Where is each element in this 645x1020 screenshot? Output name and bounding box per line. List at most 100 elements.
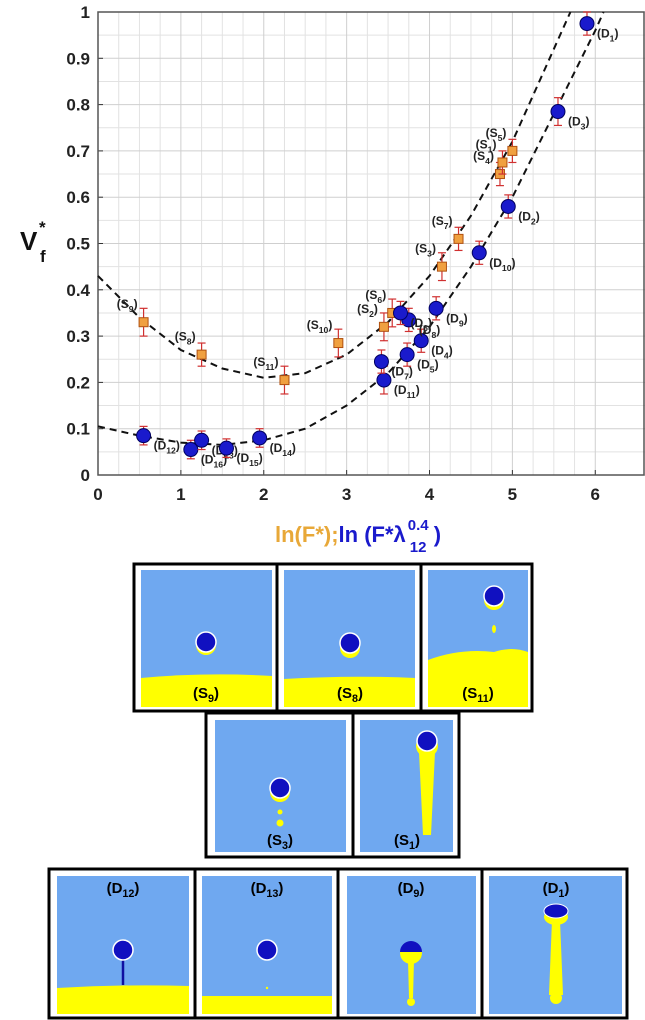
label-text: ) — [292, 441, 296, 455]
pool — [202, 996, 332, 1014]
point-label: (S9) — [193, 685, 219, 705]
point-label: (D16) — [201, 453, 227, 470]
point-label: (D12) — [154, 439, 180, 456]
label-text: ) — [614, 27, 618, 41]
point-label: (D3) — [568, 115, 589, 132]
point-label: (S8) — [175, 330, 196, 347]
data-point — [399, 347, 415, 363]
label-subscript: 3 — [581, 122, 586, 132]
point-label: (D9) — [446, 311, 467, 328]
point-label: (S1) — [476, 137, 497, 154]
y-tick-label: 0.4 — [66, 281, 90, 300]
y-tick-label: 0.7 — [66, 142, 90, 161]
droplet — [483, 585, 505, 607]
label-subscript: 5 — [430, 365, 435, 375]
pool — [57, 985, 189, 1014]
label-text: ) — [134, 880, 139, 897]
data-point — [579, 16, 595, 32]
point-label: (D1) — [543, 880, 570, 900]
label-subscript: 10 — [502, 263, 512, 273]
label-text: ) — [415, 832, 420, 849]
label-text: (D — [251, 880, 267, 897]
label-text: ) — [234, 443, 238, 457]
data-point — [333, 338, 344, 349]
label-text: (S — [253, 355, 265, 369]
label-text: (D — [543, 880, 559, 897]
label-subscript: 8 — [352, 693, 358, 705]
x-axis-label-superscript: 0.4 — [408, 517, 430, 534]
point-label: (S3) — [415, 242, 436, 259]
point-label: (S7) — [432, 214, 453, 231]
pool — [428, 649, 528, 707]
label-subscript: 13 — [266, 888, 278, 900]
x-tick-label: 3 — [342, 485, 351, 504]
data-point — [436, 261, 447, 272]
label-text: ) — [274, 355, 278, 369]
label-text: ) — [176, 439, 180, 453]
label-text: (D — [518, 209, 531, 223]
label-subscript: 12 — [122, 888, 134, 900]
label-text: (D — [411, 316, 424, 330]
label-text: ) — [288, 832, 293, 849]
data-point — [471, 245, 487, 261]
data-point — [252, 430, 268, 446]
label-text: (S — [473, 149, 485, 163]
label-subscript: 2 — [369, 309, 374, 319]
jet — [408, 960, 414, 998]
panel-row — [132, 562, 534, 713]
label-text: (D — [391, 365, 404, 379]
point-label: (S2) — [357, 302, 378, 319]
label-subscript: 1 — [488, 144, 493, 154]
data-point — [136, 428, 152, 444]
label-text: ) — [489, 685, 494, 702]
label-subscript: 8 — [431, 330, 436, 340]
label-subscript: 7 — [404, 372, 409, 382]
label-subscript: 1 — [558, 888, 564, 900]
y-tick-label: 0.3 — [66, 327, 90, 346]
point-label: (S4) — [473, 149, 494, 166]
label-text: ) — [358, 685, 363, 702]
label-text: (S — [193, 685, 208, 702]
label-text: (D — [419, 323, 432, 337]
y-axis-label-superscript: * — [39, 218, 46, 237]
label-text: (S — [415, 242, 427, 256]
label-text: ) — [436, 323, 440, 337]
label-text: ) — [259, 451, 263, 465]
data-point — [373, 354, 389, 370]
x-axis-label: ln(F*);ln (F*λ — [275, 522, 406, 547]
label-text: (D — [154, 439, 167, 453]
point-label: (D11) — [394, 383, 420, 400]
data-point — [393, 305, 409, 321]
label-text: ) — [382, 288, 386, 302]
label-text: ) — [223, 453, 227, 467]
point-label: (D9) — [398, 880, 425, 900]
label-text: ) — [416, 383, 420, 397]
fit-line — [97, 11, 572, 379]
label-text: (S — [394, 832, 409, 849]
data-point — [428, 300, 444, 316]
label-subscript: 11 — [265, 362, 274, 372]
point-label: (S6) — [365, 288, 386, 305]
data-point — [550, 104, 566, 120]
label-text: (S — [365, 288, 377, 302]
label-subscript: 6 — [377, 295, 382, 305]
data-point — [376, 372, 392, 388]
point-label: (D1) — [597, 27, 618, 44]
x-axis-label-part: ln (F*λ — [339, 522, 406, 547]
label-subscript: 4 — [485, 156, 490, 166]
y-tick-label: 0.5 — [66, 235, 90, 254]
label-text: ) — [435, 358, 439, 372]
y-tick-label: 0.2 — [66, 373, 90, 392]
point-label: (S8) — [337, 685, 363, 705]
point-label: (S3) — [267, 832, 293, 852]
point-label: (S11) — [462, 685, 493, 705]
point-label: (D8) — [419, 323, 440, 340]
label-text: ) — [374, 302, 378, 316]
label-text: ) — [502, 126, 506, 140]
label-text: (S — [486, 126, 498, 140]
label-text: ) — [449, 214, 453, 228]
label-text: ) — [512, 256, 516, 270]
data-point — [500, 198, 516, 214]
droplet-cap — [400, 941, 422, 952]
point-label: (D15) — [236, 451, 262, 468]
